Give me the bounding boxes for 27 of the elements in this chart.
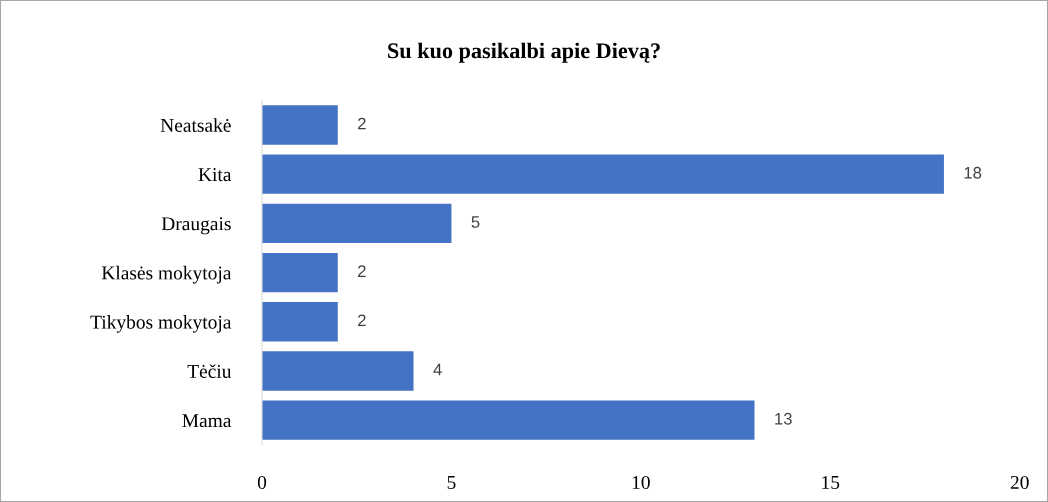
data-label: 2 (358, 314, 366, 327)
bar (262, 154, 944, 194)
data-label: 4 (433, 363, 442, 376)
data-label: 2 (358, 117, 366, 130)
bar (262, 351, 414, 391)
x-tick-label: 5 (447, 476, 456, 490)
chart-title: Su kuo pasikalbi apie Dievą? (388, 42, 660, 63)
x-tick-label: 0 (257, 475, 267, 490)
data-label: 18 (964, 166, 982, 179)
data-label: 2 (358, 265, 366, 277)
x-tick-label: 10 (632, 475, 650, 490)
bar (262, 302, 338, 342)
bar (262, 400, 755, 440)
x-tick-label: 20 (1010, 475, 1029, 490)
data-label: 13 (775, 412, 792, 425)
bar (262, 105, 338, 145)
y-tick-label: Klasės mokytoja (101, 265, 232, 284)
y-tick-label: Kita (198, 168, 232, 182)
y-tick-label: Tėčiu (187, 364, 232, 378)
bar (262, 252, 338, 293)
data-label: 5 (471, 216, 480, 228)
y-tick-label: Neatsakė (160, 118, 231, 132)
x-tick-label: 15 (822, 475, 840, 490)
y-tick-label: Draugais (161, 217, 231, 235)
bar (262, 203, 452, 244)
y-tick-label: Mama (182, 414, 232, 428)
y-tick-label: Tikybos mokytoja (90, 315, 232, 333)
